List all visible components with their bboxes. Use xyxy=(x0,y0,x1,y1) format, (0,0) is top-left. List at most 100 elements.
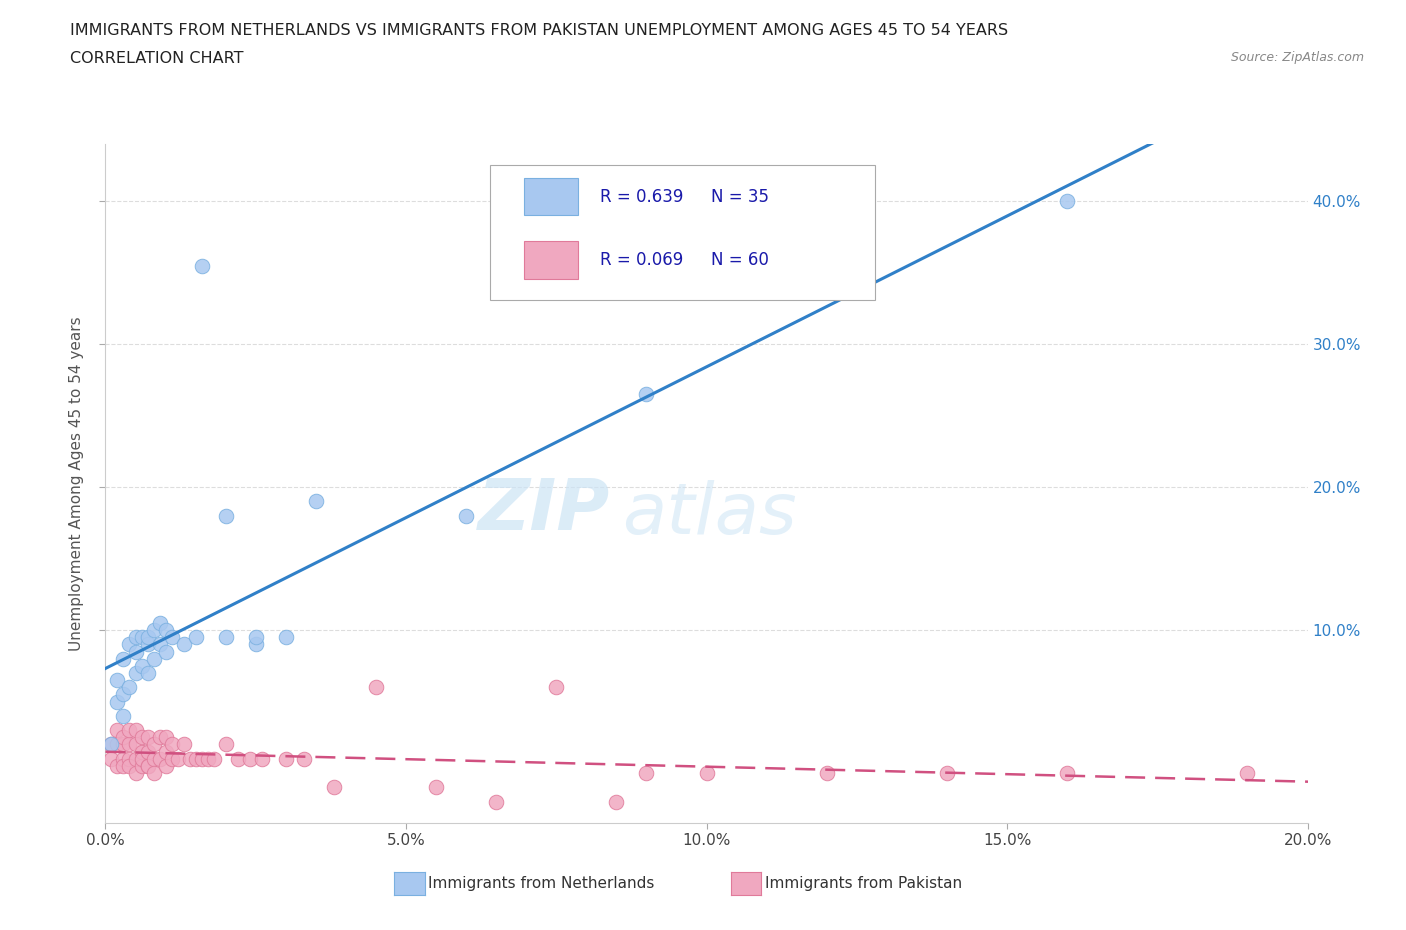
Point xyxy=(202,751,225,766)
Text: Source: ZipAtlas.com: Source: ZipAtlas.com xyxy=(1230,51,1364,64)
Point xyxy=(107,694,129,709)
FancyBboxPatch shape xyxy=(524,179,578,216)
Point xyxy=(112,759,135,774)
FancyBboxPatch shape xyxy=(524,241,578,279)
Point xyxy=(245,637,267,652)
Point xyxy=(239,751,262,766)
FancyBboxPatch shape xyxy=(491,165,875,300)
Text: Immigrants from Netherlands: Immigrants from Netherlands xyxy=(429,876,655,891)
Point xyxy=(118,637,141,652)
Text: N = 60: N = 60 xyxy=(711,251,769,269)
Point xyxy=(112,751,135,766)
Point xyxy=(142,737,165,751)
Point xyxy=(936,765,959,780)
Point xyxy=(112,651,135,666)
Point xyxy=(696,765,718,780)
Text: IMMIGRANTS FROM NETHERLANDS VS IMMIGRANTS FROM PAKISTAN UNEMPLOYMENT AMONG AGES : IMMIGRANTS FROM NETHERLANDS VS IMMIGRANT… xyxy=(70,23,1008,38)
Text: ZIP: ZIP xyxy=(478,476,610,545)
Point xyxy=(131,759,153,774)
Point xyxy=(118,680,141,695)
Point xyxy=(454,509,477,524)
Point xyxy=(124,666,146,681)
Point xyxy=(142,751,165,766)
Text: R = 0.069: R = 0.069 xyxy=(599,251,683,269)
Point xyxy=(136,730,159,745)
Point xyxy=(179,751,201,766)
Point xyxy=(173,637,195,652)
Point xyxy=(148,730,170,745)
Point xyxy=(131,751,153,766)
Point xyxy=(118,751,141,766)
Point xyxy=(1056,193,1078,208)
Point xyxy=(160,630,183,644)
Point xyxy=(485,794,508,809)
Text: CORRELATION CHART: CORRELATION CHART xyxy=(70,51,243,66)
Point xyxy=(124,630,146,644)
Point xyxy=(131,744,153,759)
Point xyxy=(136,759,159,774)
Point xyxy=(605,794,627,809)
Point xyxy=(131,658,153,673)
Point xyxy=(112,687,135,702)
Point xyxy=(1236,765,1258,780)
Point xyxy=(245,630,267,644)
Point xyxy=(136,637,159,652)
Point xyxy=(425,780,447,795)
Point xyxy=(250,751,273,766)
Point xyxy=(100,737,122,751)
Point xyxy=(197,751,219,766)
Point xyxy=(190,259,212,273)
Point xyxy=(214,737,236,751)
Point xyxy=(155,644,177,659)
Point xyxy=(160,737,183,751)
Point xyxy=(155,744,177,759)
Y-axis label: Unemployment Among Ages 45 to 54 years: Unemployment Among Ages 45 to 54 years xyxy=(69,316,84,651)
Point xyxy=(190,751,212,766)
Point xyxy=(155,730,177,745)
Point xyxy=(364,680,387,695)
Point xyxy=(322,780,344,795)
Point xyxy=(184,751,207,766)
Text: Immigrants from Pakistan: Immigrants from Pakistan xyxy=(765,876,962,891)
Point xyxy=(136,666,159,681)
Point xyxy=(118,723,141,737)
Point xyxy=(148,637,170,652)
Point xyxy=(118,759,141,774)
Point xyxy=(107,737,129,751)
Point xyxy=(142,623,165,638)
Point xyxy=(118,737,141,751)
Point xyxy=(155,759,177,774)
Point xyxy=(148,751,170,766)
Point xyxy=(815,765,838,780)
Text: atlas: atlas xyxy=(623,480,797,549)
Point xyxy=(142,765,165,780)
Point xyxy=(136,630,159,644)
Point xyxy=(226,751,249,766)
Point xyxy=(100,751,122,766)
Point xyxy=(107,723,129,737)
Point xyxy=(124,723,146,737)
Point xyxy=(292,751,315,766)
Point xyxy=(112,730,135,745)
Point xyxy=(184,630,207,644)
Point xyxy=(546,680,568,695)
Point xyxy=(636,765,658,780)
Point xyxy=(305,494,328,509)
Point xyxy=(112,737,135,751)
Point xyxy=(155,623,177,638)
Point xyxy=(107,759,129,774)
Point xyxy=(173,737,195,751)
Point xyxy=(148,616,170,631)
Point xyxy=(636,387,658,402)
Point xyxy=(136,744,159,759)
Point xyxy=(131,730,153,745)
Point xyxy=(124,765,146,780)
Point xyxy=(1056,765,1078,780)
Point xyxy=(124,737,146,751)
Point xyxy=(214,630,236,644)
Point xyxy=(107,672,129,687)
Point xyxy=(274,751,297,766)
Point xyxy=(160,751,183,766)
Point xyxy=(274,630,297,644)
Text: N = 35: N = 35 xyxy=(711,188,769,206)
